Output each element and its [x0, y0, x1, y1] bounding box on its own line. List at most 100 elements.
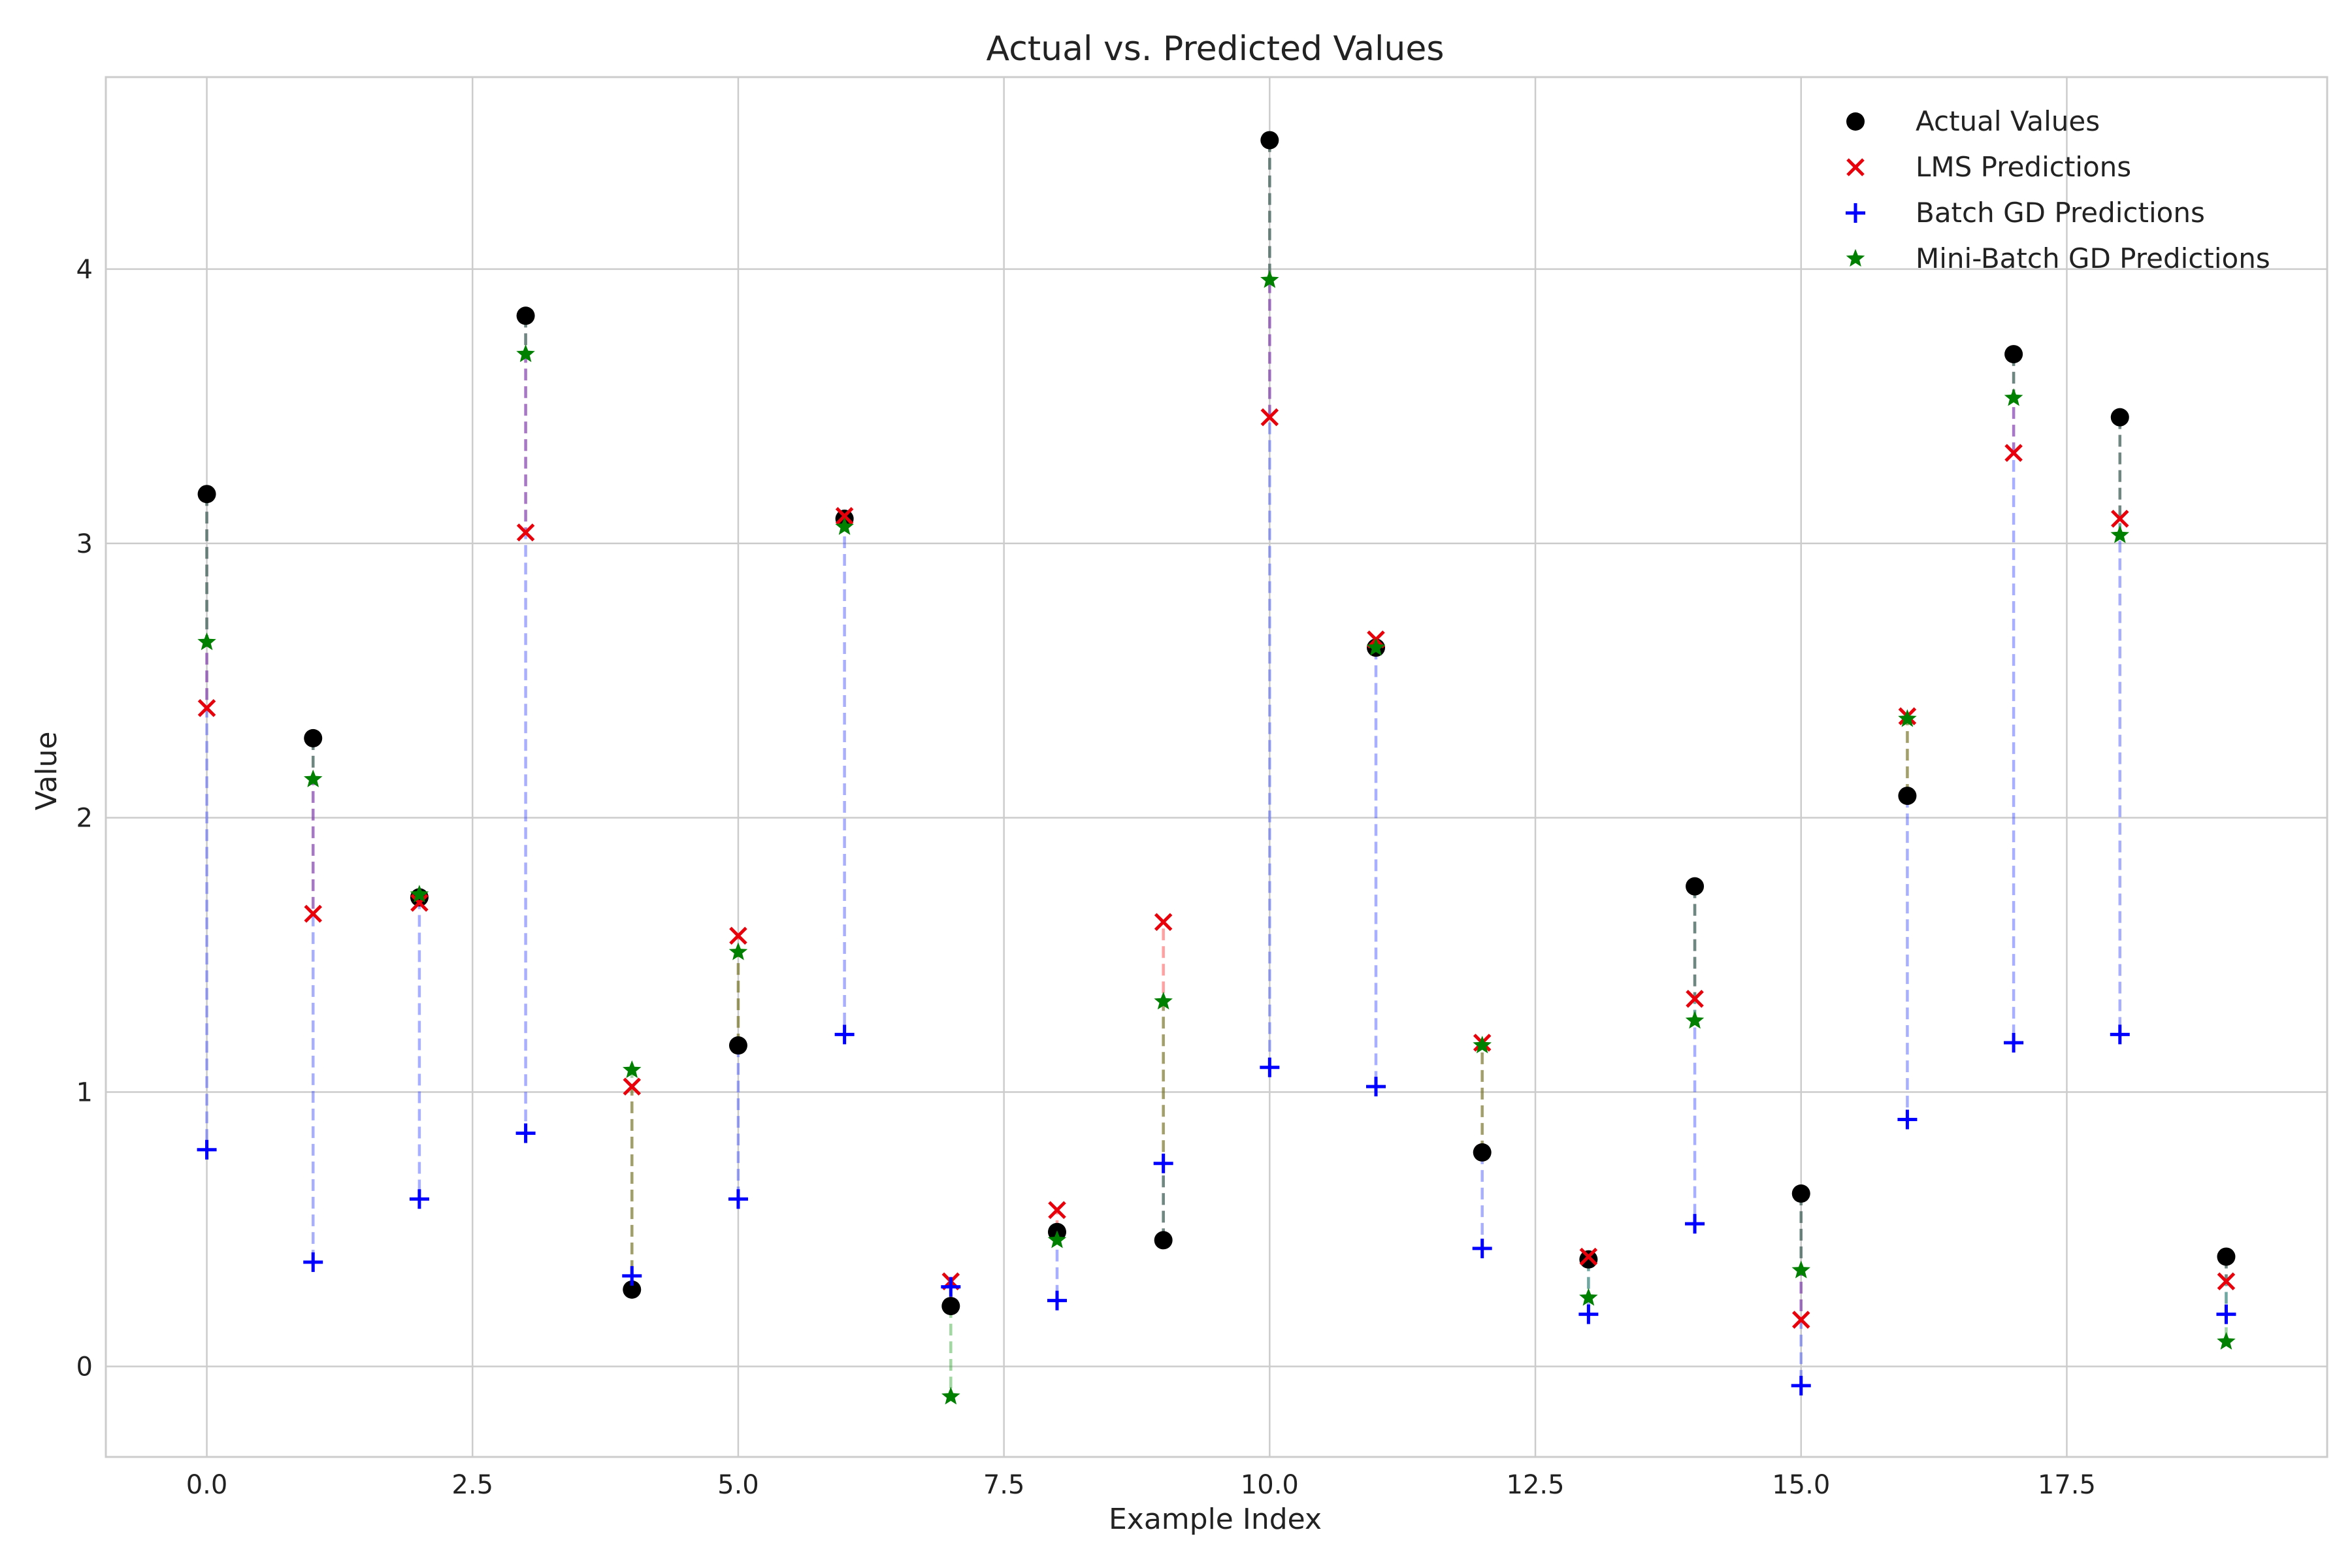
batch-gd-point	[1260, 1057, 1280, 1077]
actual-point	[2217, 1247, 2236, 1266]
minibatch-gd-point	[1154, 992, 1173, 1010]
batch-gd-point	[303, 1252, 323, 1272]
batch-gd-point	[1472, 1238, 1492, 1258]
legend-marker	[1846, 112, 1865, 131]
minibatch-gd-point	[1047, 1230, 1067, 1249]
y-tick-label: 2	[76, 804, 93, 834]
lms-point	[2111, 510, 2129, 528]
minibatch-gd-point	[1366, 638, 1386, 656]
chart-title: Actual vs. Predicted Values	[987, 29, 1445, 69]
actual-point	[1154, 1231, 1173, 1250]
x-tick-label: 5.0	[717, 1470, 759, 1500]
y-tick-label: 4	[76, 255, 93, 285]
batch-gd-point	[622, 1266, 642, 1286]
batch-gd-point	[1897, 1109, 1918, 1130]
minibatch-gd-point	[1791, 1260, 1810, 1279]
y-tick-label: 3	[76, 529, 93, 559]
batch-gd-point	[515, 1123, 536, 1143]
plot-frame	[105, 76, 2328, 1458]
lms-point	[1579, 1247, 1598, 1266]
x-axis-label: Example Index	[1109, 1503, 1322, 1536]
legend-label: Batch GD Predictions	[1916, 197, 2205, 229]
minibatch-gd-point	[941, 1386, 960, 1405]
actual-point	[1473, 1143, 1492, 1162]
x-tick-label: 7.5	[983, 1470, 1025, 1500]
legend: Actual Values LMS Predictions Batch GD Pre…	[1846, 105, 2270, 274]
lms-point	[197, 698, 216, 717]
tick-labels: 0.0 2.5 5.0 7.5 10.0 12.5 15.0 17.5 0 1 2 3 4	[76, 255, 2096, 1500]
legend-item-minibatch-gd: Mini-Batch GD Predictions	[1846, 242, 2270, 274]
legend-item-batch-gd: Batch GD Predictions	[1846, 197, 2205, 229]
actual-point	[1260, 131, 1279, 150]
legend-item-actual: Actual Values	[1846, 105, 2100, 137]
minibatch-gd-point	[1260, 270, 1279, 288]
actual-point	[2110, 408, 2129, 427]
batch-gd-point	[1153, 1153, 1173, 1173]
actual-point	[1579, 1250, 1598, 1269]
minibatch-gd-point	[2110, 525, 2129, 544]
legend-item-lms: LMS Predictions	[1846, 151, 2131, 183]
lms-point	[2004, 444, 2023, 463]
minibatch-gd-point	[2004, 388, 2023, 406]
minibatch-gd-point	[1685, 1011, 1705, 1029]
legend-label: LMS Predictions	[1916, 151, 2131, 183]
lms-point	[729, 926, 747, 945]
batch-gd-point	[834, 1024, 855, 1045]
lms-point	[1154, 913, 1173, 931]
x-tick-label: 10.0	[1241, 1470, 1299, 1500]
lms-point	[516, 523, 535, 542]
legend-marker	[1846, 203, 1865, 223]
x-tick-label: 12.5	[1507, 1470, 1565, 1500]
minibatch-gd-point	[516, 344, 535, 363]
batch-gd-point	[728, 1189, 748, 1209]
legend-label: Mini-Batch GD Predictions	[1916, 242, 2270, 274]
batch-gd-point	[409, 1189, 429, 1209]
y-tick-label: 1	[76, 1078, 93, 1108]
actual-point	[623, 1280, 642, 1299]
actual-point	[516, 306, 535, 325]
y-tick-label: 0	[76, 1352, 93, 1382]
lms-point	[1686, 990, 1704, 1008]
legend-marker	[1846, 158, 1865, 176]
actual-point	[2004, 345, 2023, 364]
grid	[106, 77, 2327, 1457]
y-axis-label: Value	[30, 732, 63, 811]
x-tick-label: 17.5	[2038, 1470, 2096, 1500]
data-points	[197, 131, 2236, 1405]
lms-point	[623, 1077, 642, 1096]
x-tick-label: 15.0	[1772, 1470, 1830, 1500]
batch-gd-point	[1578, 1304, 1599, 1324]
actual-point	[728, 1036, 747, 1055]
lms-point	[1791, 1311, 1810, 1329]
lms-point	[2217, 1272, 2236, 1291]
minibatch-gd-point	[1898, 709, 1917, 727]
legend-label: Actual Values	[1916, 105, 2100, 137]
connector-lines	[205, 140, 2228, 1397]
x-tick-label: 0.0	[186, 1470, 228, 1500]
batch-gd-point	[941, 1277, 961, 1297]
minibatch-gd-point	[304, 769, 323, 787]
lms-point	[410, 894, 429, 912]
minibatch-gd-point	[835, 517, 854, 535]
batch-gd-point	[1791, 1375, 1811, 1396]
actual-point	[304, 728, 323, 747]
actual-point	[1898, 787, 1917, 806]
actual-point	[197, 485, 216, 504]
actual-point	[1791, 1184, 1810, 1203]
lms-point	[304, 904, 322, 923]
minibatch-gd-point	[728, 942, 748, 960]
batch-gd-point	[1047, 1290, 1067, 1311]
batch-gd-point	[2110, 1024, 2130, 1045]
minibatch-gd-point	[1473, 1036, 1492, 1054]
x-tick-label: 2.5	[451, 1470, 493, 1500]
minibatch-gd-point	[197, 632, 216, 651]
batch-gd-point	[2004, 1032, 2024, 1053]
batch-gd-point	[197, 1139, 217, 1160]
lms-point	[835, 507, 854, 525]
lms-point	[1048, 1201, 1066, 1219]
batch-gd-point	[2216, 1304, 2236, 1324]
minibatch-gd-point	[623, 1060, 642, 1079]
minibatch-gd-point	[1579, 1288, 1598, 1306]
lms-point	[1260, 408, 1279, 427]
